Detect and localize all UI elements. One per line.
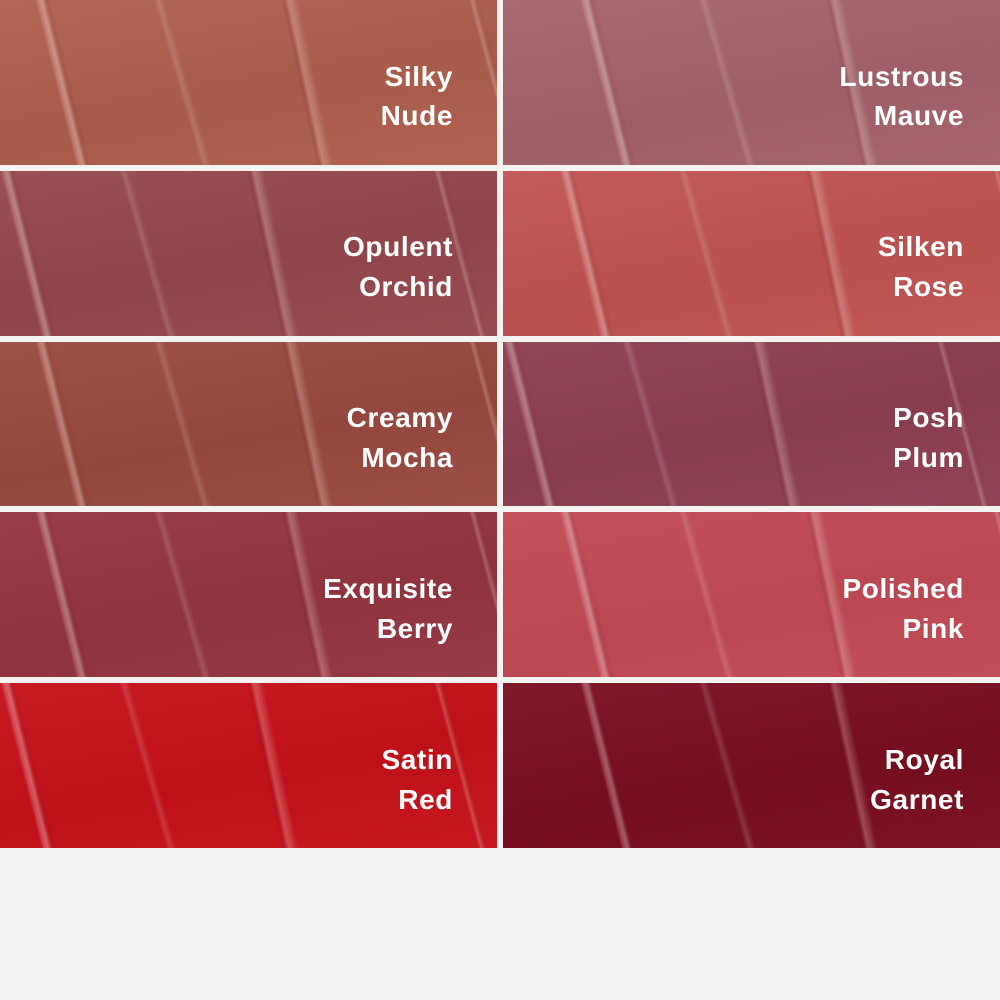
shade-name-line1: Lustrous [839,60,964,92]
swatch-royal-garnet: Royal Garnet [503,683,1000,848]
shade-name-line2: Nude [380,100,453,132]
shade-name-line2: Red [398,783,453,815]
shade-name-line1: Opulent [343,231,453,263]
shade-name-line1: Satin [381,743,453,775]
shade-label-opulent-orchid: Opulent Orchid [343,227,497,307]
shade-label-lustrous-mauve: Lustrous Mauve [839,57,1000,137]
shade-name-line2: Plum [893,441,964,473]
shade-name-line2: Mocha [361,441,453,473]
shade-label-polished-pink: Polished Pink [843,569,1000,649]
shade-name-line2: Rose [893,271,964,303]
shade-name-line2: Pink [902,612,964,644]
swatch-polished-pink: Polished Pink [503,512,1000,678]
swatch-posh-plum: Posh Plum [503,341,1000,507]
swatch-lustrous-mauve: Lustrous Mauve [503,0,1000,165]
shade-label-exquisite-berry: Exquisite Berry [323,569,497,649]
shade-name-line1: Exquisite [323,573,453,605]
shade-label-royal-garnet: Royal Garnet [870,740,1000,820]
lipstick-shade-grid: Silky Nude Lustrous Mauve Opulent Orchid… [0,0,1000,848]
shade-name-line1: Royal [884,743,964,775]
shade-label-posh-plum: Posh Plum [893,398,1000,478]
shade-name-line2: Mauve [873,100,964,132]
shade-label-creamy-mocha: Creamy Mocha [347,398,497,478]
swatch-exquisite-berry: Exquisite Berry [0,512,497,678]
swatch-opulent-orchid: Opulent Orchid [0,170,497,336]
shade-name-line2: Orchid [359,271,453,303]
swatch-creamy-mocha: Creamy Mocha [0,341,497,507]
shade-label-silky-nude: Silky Nude [381,57,497,137]
shade-name-line1: Silky [384,60,453,92]
shade-name-line2: Berry [376,612,453,644]
swatch-satin-red: Satin Red [0,683,497,848]
bottom-background-strip [0,848,1000,1000]
shade-label-satin-red: Satin Red [382,740,497,820]
shade-name-line1: Polished [842,573,964,605]
shade-label-silken-rose: Silken Rose [878,227,1000,307]
swatch-silken-rose: Silken Rose [503,170,1000,336]
shade-name-line1: Creamy [346,402,453,434]
shade-name-line1: Silken [877,231,964,263]
shade-name-line2: Garnet [870,783,964,815]
swatch-silky-nude: Silky Nude [0,0,497,165]
shade-name-line1: Posh [893,402,964,434]
